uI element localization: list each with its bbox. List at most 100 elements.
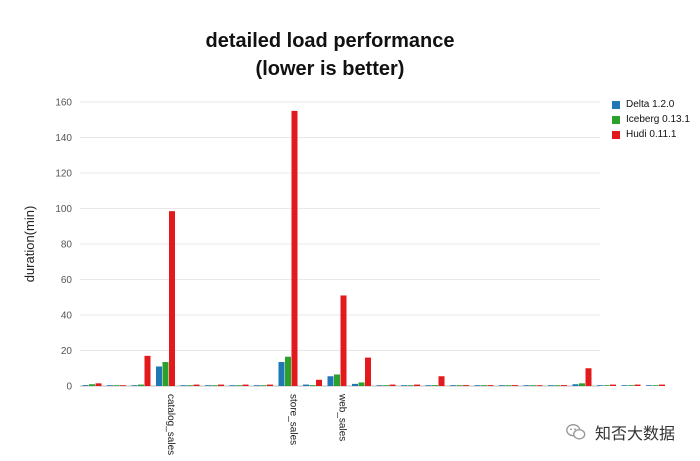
bar bbox=[291, 110, 298, 386]
bar bbox=[113, 385, 120, 386]
bar bbox=[340, 295, 347, 386]
bar bbox=[107, 385, 113, 386]
bar bbox=[254, 385, 260, 386]
bar bbox=[646, 385, 652, 386]
bar bbox=[334, 374, 340, 386]
y-tick-label: 120 bbox=[55, 169, 72, 180]
y-tick-label: 80 bbox=[61, 240, 73, 251]
bar bbox=[652, 385, 659, 386]
bar bbox=[383, 385, 389, 386]
bar bbox=[597, 385, 603, 386]
bar bbox=[205, 385, 211, 386]
bar bbox=[82, 385, 89, 386]
bar bbox=[536, 385, 543, 386]
bar bbox=[463, 385, 469, 386]
bar bbox=[621, 385, 628, 386]
legend-item-iceberg: Iceberg 0.13.1 bbox=[612, 112, 690, 127]
legend: Delta 1.2.0 Iceberg 0.13.1 Hudi 0.11.1 bbox=[612, 97, 690, 142]
bar bbox=[169, 211, 175, 386]
bar bbox=[193, 384, 200, 386]
bar bbox=[438, 376, 445, 386]
x-tick-label: catalog_sales bbox=[165, 394, 176, 455]
bar bbox=[327, 376, 334, 386]
bar bbox=[487, 385, 494, 386]
bar bbox=[242, 384, 249, 386]
watermark: 知否大数据 bbox=[565, 420, 675, 444]
y-tick-label: 20 bbox=[61, 346, 73, 357]
bar bbox=[401, 385, 407, 386]
bar bbox=[309, 385, 316, 386]
legend-label: Iceberg 0.13.1 bbox=[626, 114, 690, 125]
chart-subtitle: (lower is better) bbox=[255, 58, 405, 80]
legend-label: Delta 1.2.0 bbox=[626, 99, 675, 110]
bars bbox=[82, 110, 665, 386]
y-tick-label: 60 bbox=[61, 275, 73, 286]
bar bbox=[561, 385, 567, 386]
bar bbox=[285, 356, 291, 386]
bar bbox=[131, 385, 138, 386]
y-axis-ticks: 0 20 40 60 80 100 120 140 160 bbox=[55, 98, 72, 393]
legend-swatch bbox=[612, 115, 620, 124]
watermark-text: 知否大数据 bbox=[595, 426, 676, 443]
bar bbox=[634, 384, 641, 386]
legend-item-hudi: Hudi 0.11.1 bbox=[612, 127, 690, 142]
bar bbox=[303, 384, 309, 386]
bar bbox=[218, 384, 224, 386]
bar bbox=[523, 385, 530, 386]
bar bbox=[548, 385, 554, 386]
bar bbox=[579, 383, 585, 386]
legend-swatch bbox=[612, 130, 620, 139]
bar bbox=[456, 385, 463, 386]
bar bbox=[481, 385, 487, 386]
x-tick-label: web_sales bbox=[336, 393, 347, 441]
legend-item-delta: Delta 1.2.0 bbox=[612, 97, 690, 112]
bar bbox=[512, 385, 518, 386]
bar bbox=[425, 385, 432, 386]
bar bbox=[474, 385, 481, 386]
bar bbox=[376, 385, 383, 386]
bar bbox=[358, 382, 365, 386]
bar bbox=[162, 362, 169, 386]
bar bbox=[267, 384, 273, 386]
bar bbox=[211, 385, 218, 386]
bar bbox=[505, 385, 512, 386]
bar bbox=[365, 357, 371, 386]
bar bbox=[628, 385, 634, 386]
y-tick-label: 40 bbox=[61, 311, 73, 322]
bar bbox=[138, 384, 144, 386]
y-tick-label: 0 bbox=[66, 382, 72, 393]
chart-title: detailed load performance bbox=[205, 30, 455, 52]
bar bbox=[260, 385, 267, 386]
bar bbox=[120, 385, 126, 386]
legend-label: Hudi 0.11.1 bbox=[626, 129, 677, 140]
y-tick-label: 160 bbox=[55, 98, 72, 109]
bar bbox=[229, 385, 236, 386]
bar bbox=[554, 385, 561, 386]
bar bbox=[414, 384, 420, 386]
bar bbox=[530, 385, 536, 386]
bar bbox=[407, 385, 414, 386]
legend-swatch bbox=[612, 100, 620, 109]
y-tick-label: 140 bbox=[55, 133, 72, 144]
bar bbox=[499, 385, 505, 386]
grid-lines bbox=[80, 101, 600, 387]
bar bbox=[180, 385, 187, 386]
bar bbox=[585, 368, 592, 386]
bar bbox=[278, 362, 285, 386]
bar bbox=[352, 383, 358, 386]
bar bbox=[144, 355, 151, 386]
bar bbox=[603, 385, 610, 386]
bar bbox=[659, 384, 665, 386]
bar bbox=[187, 385, 193, 386]
x-tick-label: store_sales bbox=[287, 394, 298, 445]
bar bbox=[95, 383, 102, 386]
bar bbox=[610, 384, 616, 386]
bar bbox=[156, 366, 162, 386]
bar bbox=[572, 384, 579, 386]
bar bbox=[450, 385, 456, 386]
bar bbox=[432, 385, 438, 386]
wechat-icon bbox=[566, 423, 586, 440]
bar bbox=[236, 385, 242, 386]
bar bbox=[389, 384, 396, 386]
